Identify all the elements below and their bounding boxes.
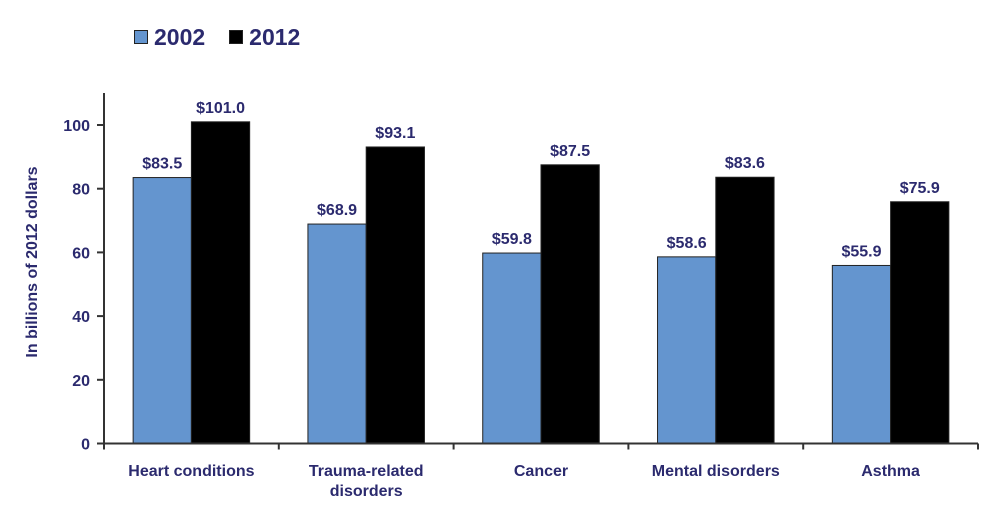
x-tick-label-3: Mental disorders xyxy=(652,463,780,480)
legend: 2002 2012 xyxy=(134,22,324,52)
data-label-2012-2: $87.5 xyxy=(550,143,590,160)
legend-label-2012: 2012 xyxy=(249,23,301,50)
bar-2002-3 xyxy=(657,256,717,445)
y-tick-label-100: 100 xyxy=(63,118,90,135)
data-label-2002-1: $68.9 xyxy=(317,202,357,219)
x-tick-label-0: Heart conditions xyxy=(128,463,254,480)
x-tick-label-2: Cancer xyxy=(514,463,568,480)
bar-2012-3 xyxy=(715,176,775,444)
y-tick-label-80: 80 xyxy=(72,182,90,199)
bar-2012-4 xyxy=(890,201,950,444)
y-tick-label-40: 40 xyxy=(72,309,90,326)
data-label-2002-2: $59.8 xyxy=(492,231,532,248)
data-label-2002-0: $83.5 xyxy=(142,156,182,173)
y-tick-label-0: 0 xyxy=(81,437,90,454)
data-label-2012-1: $93.1 xyxy=(375,125,415,142)
bar-2012-1 xyxy=(365,146,425,444)
x-tick-label-1: disorders xyxy=(330,483,403,500)
legend-swatch-2012 xyxy=(229,30,244,44)
legend-label-2002: 2002 xyxy=(154,23,206,50)
bar-2002-0 xyxy=(132,177,192,445)
data-label-2012-4: $75.9 xyxy=(900,180,940,197)
y-tick-label-20: 20 xyxy=(72,373,90,390)
axes-group xyxy=(97,93,979,450)
data-label-2012-0: $101.0 xyxy=(196,100,245,117)
x-tick-label-4: Asthma xyxy=(861,463,920,480)
legend-item-2012: 2012 xyxy=(229,24,300,51)
bars-group xyxy=(132,121,950,445)
labels-group: $83.5 $101.0 Heart conditions $68.9 $93.1 Tra… xyxy=(63,100,940,500)
x-tick-label-1: Trauma-related xyxy=(309,463,424,480)
legend-swatch-2002 xyxy=(134,30,148,44)
bar-2002-2 xyxy=(482,252,542,444)
bar-2012-0 xyxy=(190,121,251,444)
bar-2012-2 xyxy=(540,164,600,444)
bar-2002-1 xyxy=(307,223,367,444)
bar-2002-4 xyxy=(831,264,892,444)
legend-item-2002: 2002 xyxy=(134,24,205,51)
y-axis-label: In billions of 2012 dollars xyxy=(24,166,41,357)
data-label-2002-3: $58.6 xyxy=(667,235,707,252)
data-label-2012-3: $83.6 xyxy=(725,155,765,172)
data-label-2002-4: $55.9 xyxy=(841,243,881,260)
y-tick-label-60: 60 xyxy=(72,245,90,262)
